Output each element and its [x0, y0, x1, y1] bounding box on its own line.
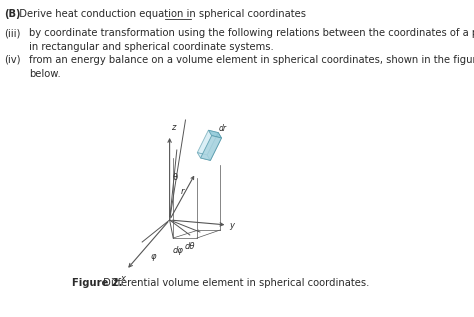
Text: dr: dr [219, 124, 227, 133]
Text: (iii): (iii) [4, 28, 21, 38]
Text: r: r [181, 187, 184, 197]
Polygon shape [197, 130, 212, 158]
Text: Figure 2.: Figure 2. [72, 278, 123, 288]
Text: (iv): (iv) [4, 55, 21, 65]
Text: from an energy balance on a volume element in spherical coordinates, shown in th: from an energy balance on a volume eleme… [29, 55, 474, 79]
Text: z: z [171, 123, 175, 132]
Text: (B): (B) [4, 9, 21, 19]
Text: φ: φ [151, 252, 156, 261]
Text: x: x [120, 274, 125, 283]
Text: θ: θ [173, 173, 178, 183]
Text: by coordinate transformation using the following relations between the coordinat: by coordinate transformation using the f… [29, 28, 474, 52]
Text: dφ: dφ [173, 246, 184, 255]
Text: Differential volume element in spherical coordinates.: Differential volume element in spherical… [100, 278, 369, 288]
Text: dθ: dθ [184, 242, 195, 251]
Polygon shape [197, 130, 218, 155]
Text: y: y [229, 221, 235, 230]
Text: Derive heat conduction equation in spherical coordinates: Derive heat conduction equation in spher… [13, 9, 306, 19]
Polygon shape [197, 152, 210, 160]
Polygon shape [201, 136, 221, 160]
Polygon shape [209, 130, 221, 138]
Polygon shape [207, 133, 221, 160]
